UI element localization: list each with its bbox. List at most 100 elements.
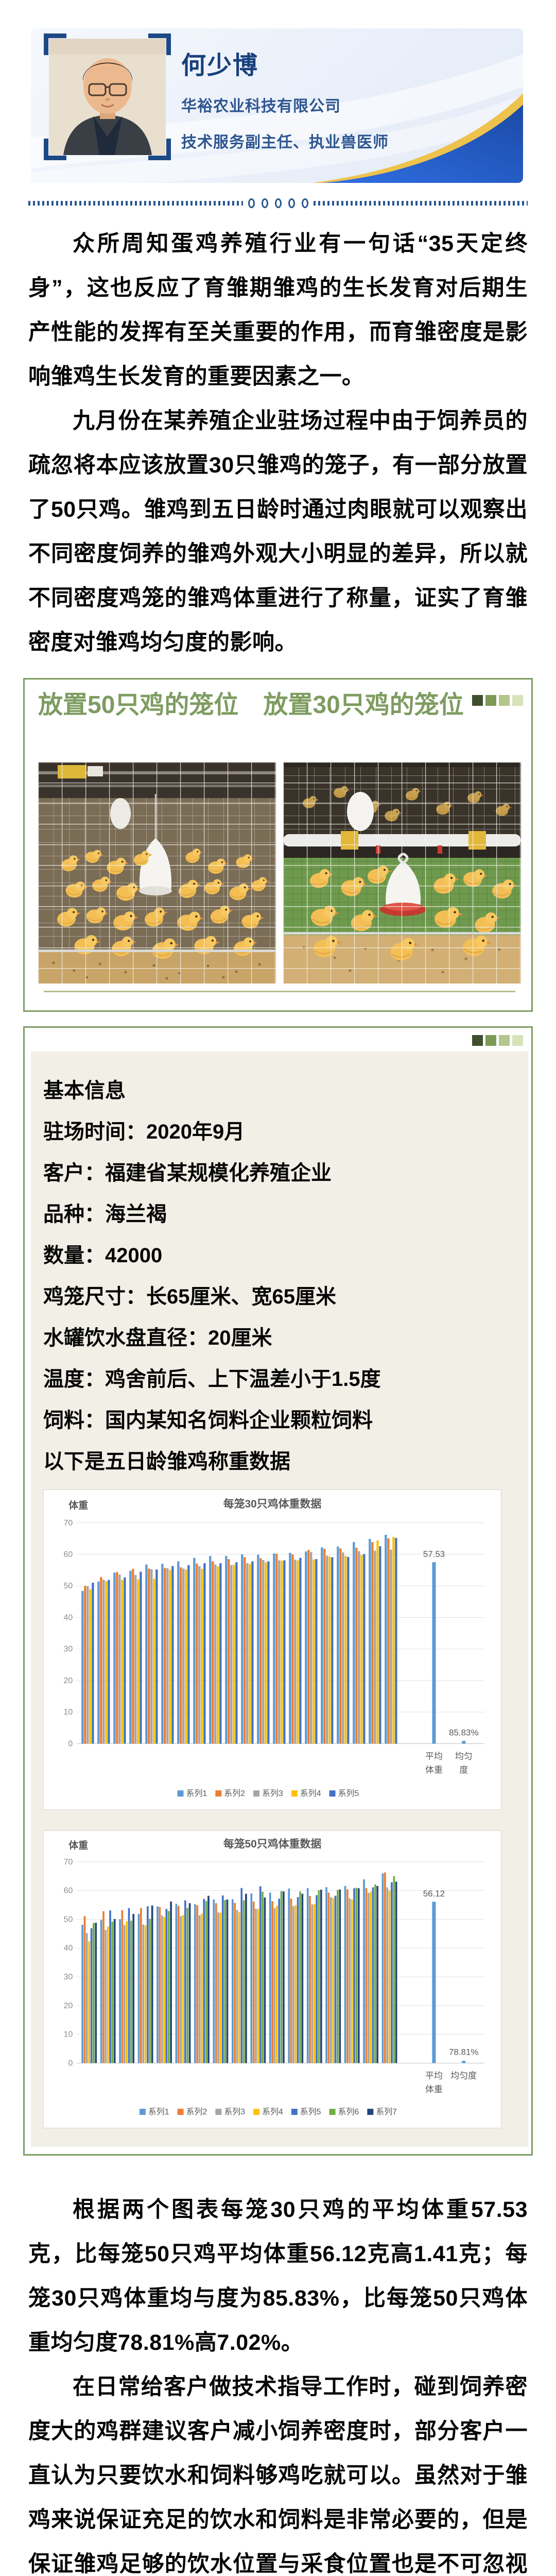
palette-square: [472, 1035, 483, 1046]
info-heading: 基本信息: [43, 1079, 126, 1102]
svg-text:70: 70: [64, 1519, 73, 1528]
svg-text:50: 50: [64, 1915, 73, 1924]
svg-text:60: 60: [64, 1887, 73, 1895]
divider-dotted-line: [28, 200, 243, 206]
weighing-data-figure: 基本信息 驻场时间：2020年9月 客户：福建省某规模化养殖企业 品种：海兰褐 …: [23, 1026, 533, 2156]
author-company: 华裕农业科技有限公司: [181, 98, 341, 115]
chart-50-per-cage: 每笼50只鸡体重数据 体重 0 10 20 30 40 50 60 70 56.12 平均 体重 78.8…: [43, 1831, 501, 2128]
info-line-lead-in: 以下是五日龄雏鸡称重数据: [43, 1450, 290, 1473]
svg-text:体重: 体重: [425, 1765, 443, 1775]
svg-text:均匀: 均匀: [455, 1751, 473, 1761]
section-divider: [28, 196, 528, 210]
bar-chart-svg: 每笼30只鸡体重数据体重01020304050607057.53平均体重85.8…: [64, 1498, 484, 1798]
author-profile-card: 何少博 华裕农业科技有限公司 技术服务副主任、执业兽医师: [31, 28, 523, 183]
svg-text:20: 20: [64, 1676, 73, 1685]
svg-text:系列4: 系列4: [300, 1789, 321, 1798]
info-line-drinker: 水罐饮水盘直径：20厘米: [43, 1327, 272, 1349]
author-photo-frame: [44, 33, 171, 160]
cage-photos-row: [38, 762, 521, 984]
info-line-client: 客户：福建省某规模化养殖企业: [43, 1162, 332, 1184]
svg-text:85.83%: 85.83%: [449, 1727, 478, 1737]
info-line-temp: 温度：鸡舍前后、上下温差小于1.5度: [43, 1368, 381, 1391]
svg-text:平均: 平均: [425, 2071, 443, 2080]
svg-text:40: 40: [64, 1944, 73, 1953]
info-line-breed: 品种：海兰褐: [43, 1203, 167, 1226]
cage-photo-30-chicks: [283, 762, 521, 984]
photo-corner-bracket: [44, 33, 66, 55]
svg-text:50: 50: [64, 1582, 73, 1590]
svg-text:系列3: 系列3: [224, 2107, 245, 2116]
chart-30-per-cage: 每笼30只鸡体重数据 体重 0 10 20 30 40 50 60 70 57.53 平均 体重 85.8…: [43, 1489, 501, 1810]
svg-text:0: 0: [68, 2059, 73, 2067]
paragraph-chart-result: 根据两个图表每笼30只鸡的平均体重57.53克，比每笼50只鸡平均体重56.12…: [28, 2197, 528, 2355]
paragraph-case: 九月份在某养殖企业驻场过程中由于饲养员的疏忽将本应该放置30只雏鸡的笼子，有一部…: [28, 409, 528, 655]
svg-text:系列1: 系列1: [186, 1789, 207, 1798]
basic-info-block: 基本信息 驻场时间：2020年9月 客户：福建省某规模化养殖企业 品种：海兰褐 …: [43, 1070, 507, 1482]
svg-text:10: 10: [64, 2030, 73, 2039]
palette-square: [472, 695, 483, 706]
svg-text:系列2: 系列2: [224, 1789, 245, 1798]
divider-dotted-line: [313, 200, 528, 206]
svg-text:20: 20: [64, 2002, 73, 2010]
svg-text:70: 70: [64, 1858, 73, 1867]
svg-text:系列3: 系列3: [262, 1789, 283, 1798]
author-role: 技术服务副主任、执业兽医师: [181, 134, 389, 151]
info-line-feed: 饲料：国内某知名饲料企业颗粒饲料: [43, 1409, 373, 1432]
svg-text:60: 60: [64, 1550, 73, 1559]
palette-squares: [472, 1035, 523, 1046]
divider-circle-icon: [301, 198, 308, 208]
info-line-cagesize: 鸡笼尺寸：长65厘米、宽65厘米: [43, 1285, 336, 1308]
info-panel: 基本信息 驻场时间：2020年9月 客户：福建省某规模化养殖企业 品种：海兰褐 …: [31, 1052, 528, 2147]
divider-circle-icon: [274, 198, 282, 208]
svg-text:每笼30只鸡体重数据: 每笼30只鸡体重数据: [223, 1498, 322, 1510]
svg-text:平均: 平均: [425, 1751, 443, 1761]
author-name: 何少博: [181, 52, 259, 79]
palette-square: [512, 695, 523, 706]
palette-square: [512, 1035, 523, 1046]
divider-circle-icon: [288, 198, 295, 208]
svg-text:系列6: 系列6: [338, 2107, 359, 2116]
figure-footer-line: [44, 991, 515, 992]
svg-text:均匀度: 均匀度: [450, 2071, 477, 2080]
cage-photos-title: 放置50只鸡的笼位 放置30只鸡的笼位: [38, 691, 464, 719]
paragraph-guidance: 在日常给客户做技术指导工作时，碰到饲养密度大的鸡群建议客户减小饲养密度时，部分客…: [28, 2375, 528, 2576]
palette-square: [499, 695, 510, 706]
svg-text:体重: 体重: [425, 2084, 443, 2094]
svg-text:40: 40: [64, 1613, 73, 1622]
svg-text:0: 0: [68, 1739, 73, 1748]
svg-text:30: 30: [64, 1645, 73, 1654]
divider-circle-icon: [248, 198, 255, 208]
photo-corner-bracket: [44, 139, 66, 160]
svg-text:78.81%: 78.81%: [449, 2047, 478, 2057]
svg-text:30: 30: [64, 1973, 73, 1981]
palette-square: [485, 695, 496, 706]
svg-text:10: 10: [64, 1708, 73, 1717]
palette-squares: [472, 695, 523, 706]
divider-circle-icon: [261, 198, 268, 208]
palette-square: [499, 1035, 510, 1046]
svg-text:系列5: 系列5: [300, 2107, 321, 2116]
author-portrait-photo: [49, 39, 166, 155]
svg-text:系列1: 系列1: [148, 2107, 169, 2116]
svg-text:系列2: 系列2: [186, 2107, 207, 2116]
svg-text:56.12: 56.12: [423, 1889, 445, 1899]
photo-corner-bracket: [148, 33, 171, 55]
bar-chart-svg: 每笼50只鸡体重数据体重01020304050607056.12平均体重78.8…: [64, 1838, 484, 2116]
svg-text:度: 度: [459, 1765, 468, 1775]
svg-text:57.53: 57.53: [423, 1549, 445, 1559]
svg-text:系列7: 系列7: [376, 2107, 397, 2116]
cage-photos-figure: 放置50只鸡的笼位 放置30只鸡的笼位: [23, 678, 533, 1012]
palette-square: [485, 1035, 496, 1046]
paragraph-intro: 众所周知蛋鸡养殖行业有一句话“35天定终身”，这也反应了育雏期雏鸡的生长发育对后…: [28, 231, 528, 389]
info-line-time: 驻场时间：2020年9月: [43, 1121, 245, 1143]
cage-photo-50-chicks: [38, 762, 276, 984]
svg-text:体重: 体重: [68, 1499, 88, 1511]
divider-circles: [248, 198, 308, 208]
info-line-quantity: 数量：42000: [43, 1244, 163, 1267]
svg-text:每笼50只鸡体重数据: 每笼50只鸡体重数据: [223, 1838, 322, 1850]
svg-text:系列5: 系列5: [338, 1789, 359, 1798]
svg-text:体重: 体重: [68, 1839, 88, 1851]
svg-text:系列4: 系列4: [262, 2107, 283, 2116]
photo-corner-bracket: [148, 139, 171, 160]
